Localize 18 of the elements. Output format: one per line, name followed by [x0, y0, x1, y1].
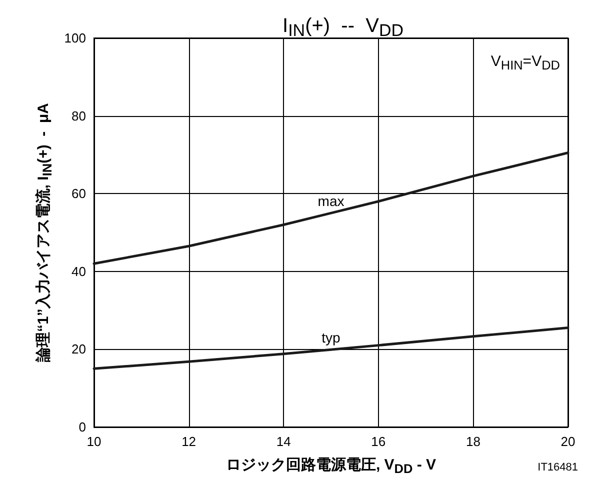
y-tick-label: 60	[72, 186, 86, 202]
x-tick-label: 12	[182, 434, 196, 449]
x-tick-label: 16	[371, 434, 386, 449]
x-tick-label: 14	[276, 434, 291, 449]
y-tick-label: 40	[72, 264, 86, 279]
y-tick-label: 80	[72, 108, 86, 124]
x-tick-label: 18	[466, 434, 480, 449]
y-tick-label: 0	[78, 420, 86, 434]
y-axis-title: 論理“1”入力バイアス電流, IIN(+) - μA	[34, 102, 54, 364]
series-label: typ	[322, 330, 341, 346]
y-tick-label: 100	[64, 30, 86, 46]
series-label: max	[318, 193, 344, 210]
x-tick-label: 10	[86, 434, 102, 449]
x-tick-label: 20	[560, 434, 576, 449]
line-series	[92, 152, 570, 265]
text: IT16481	[538, 462, 578, 474]
line-series	[92, 326, 570, 370]
y-tick-label: 20	[72, 342, 86, 357]
